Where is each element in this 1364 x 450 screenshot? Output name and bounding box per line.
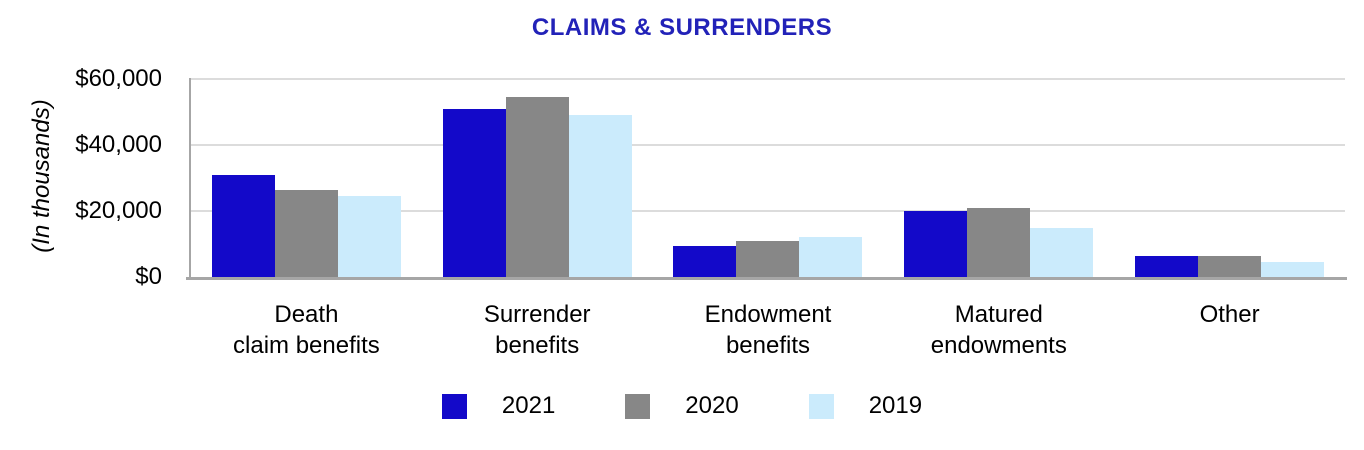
x-label-death-claim-benefits: Death claim benefits: [191, 299, 422, 361]
legend-label-2019: 2019: [868, 392, 923, 419]
bar-2019-death-claim-benefits: [337, 196, 401, 277]
bar-2021-death-claim-benefits: [211, 174, 275, 277]
x-label-other: Other: [1114, 299, 1345, 361]
legend-swatch-2020: [625, 393, 651, 419]
x-label-line: Endowment: [704, 301, 832, 328]
bar-group-death-claim-benefits: [191, 79, 422, 277]
bar-2021-matured-endowments: [904, 211, 968, 277]
legend-swatch-2019: [808, 393, 834, 419]
y-tick-label-20-000: $20,000: [75, 197, 162, 224]
y-axis-line: [189, 78, 191, 280]
x-label-line: endowments: [930, 332, 1067, 359]
bar-2021-other: [1135, 255, 1199, 277]
y-tick-label-40-000: $40,000: [75, 131, 162, 158]
x-label-line: Surrender: [483, 301, 591, 328]
bar-2021-surrender-benefits: [442, 108, 506, 277]
bar-2020-other: [1198, 255, 1262, 277]
x-label-line: Death: [274, 301, 339, 328]
x-label-line: benefits: [725, 332, 811, 359]
x-label-line: claim benefits: [233, 332, 380, 359]
x-axis-line: [186, 277, 1347, 280]
legend-item-2019: 2019: [808, 392, 923, 420]
bar-group-endowment-benefits: [653, 79, 884, 277]
legend-label-2021: 2021: [501, 392, 556, 419]
legend-swatch-2021: [441, 393, 467, 419]
x-label-line: Other: [1199, 301, 1260, 328]
legend-item-2021: 2021: [441, 392, 556, 420]
x-label-line: Matured: [954, 301, 1043, 328]
gridline: [191, 210, 1345, 212]
bar-2020-surrender-benefits: [505, 97, 569, 277]
gridline: [191, 144, 1345, 146]
y-tick-label-60-000: $60,000: [75, 65, 162, 92]
y-axis-tick-labels: $0 $20,000 $40,000 $60,000: [0, 0, 162, 450]
x-label-endowment-benefits: Endowment benefits: [653, 299, 884, 361]
y-tick-label-0: $0: [135, 263, 162, 290]
gridline: [191, 78, 1345, 80]
bar-2019-surrender-benefits: [568, 115, 632, 277]
bar-2019-matured-endowments: [1030, 227, 1094, 277]
chart-title: CLAIMS & SURRENDERS: [531, 14, 833, 41]
legend-label-2020: 2020: [685, 392, 739, 419]
x-label-line: benefits: [495, 332, 580, 359]
bar-2020-matured-endowments: [967, 207, 1031, 277]
bar-group-matured-endowments: [883, 79, 1114, 277]
legend-item-2020: 2020: [625, 392, 739, 420]
bar-2020-death-claim-benefits: [274, 189, 338, 277]
bar-2019-endowment-benefits: [799, 237, 863, 277]
bar-2019-other: [1261, 262, 1325, 277]
bar-2021-endowment-benefits: [673, 245, 737, 277]
x-label-surrender-benefits: Surrender benefits: [422, 299, 653, 361]
bar-group-other: [1114, 79, 1345, 277]
bar-group-surrender-benefits: [422, 79, 653, 277]
bar-2020-endowment-benefits: [736, 240, 800, 277]
x-label-matured-endowments: Matured endowments: [883, 299, 1114, 361]
plot-area: [191, 79, 1345, 277]
legend: 2021 2020 2019: [0, 392, 1364, 420]
x-axis-category-labels: Death claim benefits Surrender benefits Endo…: [191, 299, 1345, 361]
